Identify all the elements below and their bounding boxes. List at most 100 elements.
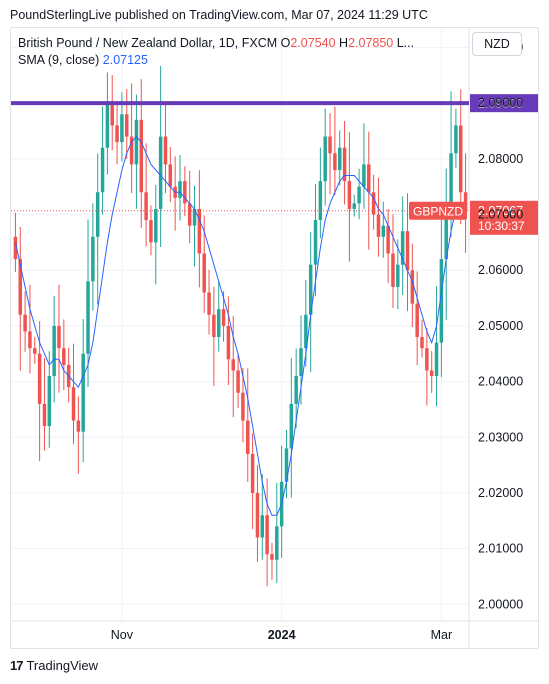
y-tick-label: 2.09000 <box>478 96 523 110</box>
candle-body <box>105 103 110 148</box>
candle-body <box>120 114 124 143</box>
last-price-label: 2.07067 <box>478 204 523 218</box>
countdown-label: 10:30:37 <box>478 219 525 233</box>
candle-body <box>47 376 52 427</box>
candle-body <box>400 231 405 265</box>
candle-body <box>294 376 298 404</box>
candle-body <box>221 309 226 326</box>
candle-body <box>125 114 129 137</box>
candle-body <box>18 259 23 315</box>
candle-body <box>284 448 289 482</box>
y-tick-label: 2.08000 <box>478 152 523 166</box>
candle-body <box>362 164 366 187</box>
candle-body <box>275 526 279 560</box>
candle-body <box>246 420 250 454</box>
candle-body <box>154 208 158 243</box>
candle-body <box>13 236 18 260</box>
y-tick-label: 2.05000 <box>478 319 523 333</box>
resistance-label-box <box>470 94 538 113</box>
y-tick-label: 2.02000 <box>478 486 523 500</box>
candle-body <box>342 147 347 182</box>
candle-body <box>192 208 197 226</box>
chart-legend: British Pound / New Zealand Dollar, 1D, … <box>18 35 414 69</box>
y-tick-label: 2.01000 <box>478 542 523 556</box>
legend-high-label: H <box>339 36 349 50</box>
candle-body <box>420 337 424 349</box>
candle-body <box>100 147 105 193</box>
sma-line <box>14 135 466 516</box>
candle-body <box>71 387 76 421</box>
candle-body <box>207 292 211 315</box>
candle-body <box>187 203 192 226</box>
candle-body <box>308 264 313 315</box>
candle-body <box>236 370 240 393</box>
y-tick-label: 2.07000 <box>478 208 523 222</box>
candle-body <box>183 181 187 204</box>
candle-body <box>371 192 376 215</box>
tradingview-logo-icon: 17 <box>10 658 24 673</box>
candle-body <box>149 220 153 243</box>
candle-body <box>197 208 202 254</box>
candle-body <box>328 136 332 154</box>
candle-body <box>357 186 361 204</box>
candle-body <box>81 353 85 432</box>
candle-body <box>463 192 468 211</box>
candle-body <box>386 225 390 254</box>
candle-body <box>168 164 173 187</box>
chart-frame <box>10 27 539 649</box>
candle-body <box>434 342 439 377</box>
candle-body <box>429 370 434 377</box>
candle-body <box>241 392 245 421</box>
candle-body <box>95 192 100 237</box>
x-tick-label: Nov <box>111 628 134 642</box>
last-price-box <box>470 200 538 235</box>
candle-body <box>439 259 444 343</box>
resistance-label: 2.09000 <box>478 97 523 111</box>
candle-body <box>28 331 32 349</box>
legend-high-value: 2.07850 <box>348 36 394 50</box>
legend-sma-label: SMA (9, close) <box>18 53 100 67</box>
x-tick-label: 2024 <box>268 628 296 642</box>
sma-layer <box>14 135 466 516</box>
candle-body <box>299 348 303 377</box>
candle-body <box>62 348 66 365</box>
y-tick-label: 2.00000 <box>478 597 523 611</box>
candle-body <box>134 119 139 165</box>
tradingview-footer: 17 TradingView <box>10 658 98 673</box>
candle-body <box>410 270 415 304</box>
y-tick-label: 2.04000 <box>478 375 523 389</box>
candle-body <box>86 281 90 354</box>
candle-body <box>376 214 381 237</box>
y-tick-label: 2.03000 <box>478 430 523 444</box>
currency-button[interactable]: NZD <box>472 32 522 56</box>
candles-layer <box>13 66 468 587</box>
candle-body <box>318 181 323 221</box>
candle-body <box>323 136 327 182</box>
candle-body <box>304 314 308 349</box>
candle-body <box>352 203 356 209</box>
y-tick-label: 2.06000 <box>478 263 523 277</box>
candle-body <box>202 253 206 293</box>
candle-body <box>91 236 95 282</box>
candle-body <box>23 314 27 332</box>
candle-body <box>449 153 453 204</box>
candle-body <box>444 203 448 260</box>
candle-body <box>129 136 134 165</box>
candle-body <box>337 147 342 170</box>
candle-body <box>425 348 429 371</box>
candle-body <box>250 453 255 493</box>
candle-body <box>270 554 274 560</box>
candle-body <box>231 359 235 371</box>
candle-body <box>110 103 114 126</box>
candle-body <box>57 325 61 349</box>
candle-body <box>260 515 265 538</box>
candle-body <box>289 403 294 449</box>
candle-body <box>396 264 400 287</box>
candle-body <box>367 164 371 193</box>
legend-sma-line: SMA (9, close) 2.07125 <box>18 52 414 69</box>
symbol-label-box <box>409 201 467 220</box>
candle-body <box>42 403 47 427</box>
candle-body <box>158 136 163 209</box>
